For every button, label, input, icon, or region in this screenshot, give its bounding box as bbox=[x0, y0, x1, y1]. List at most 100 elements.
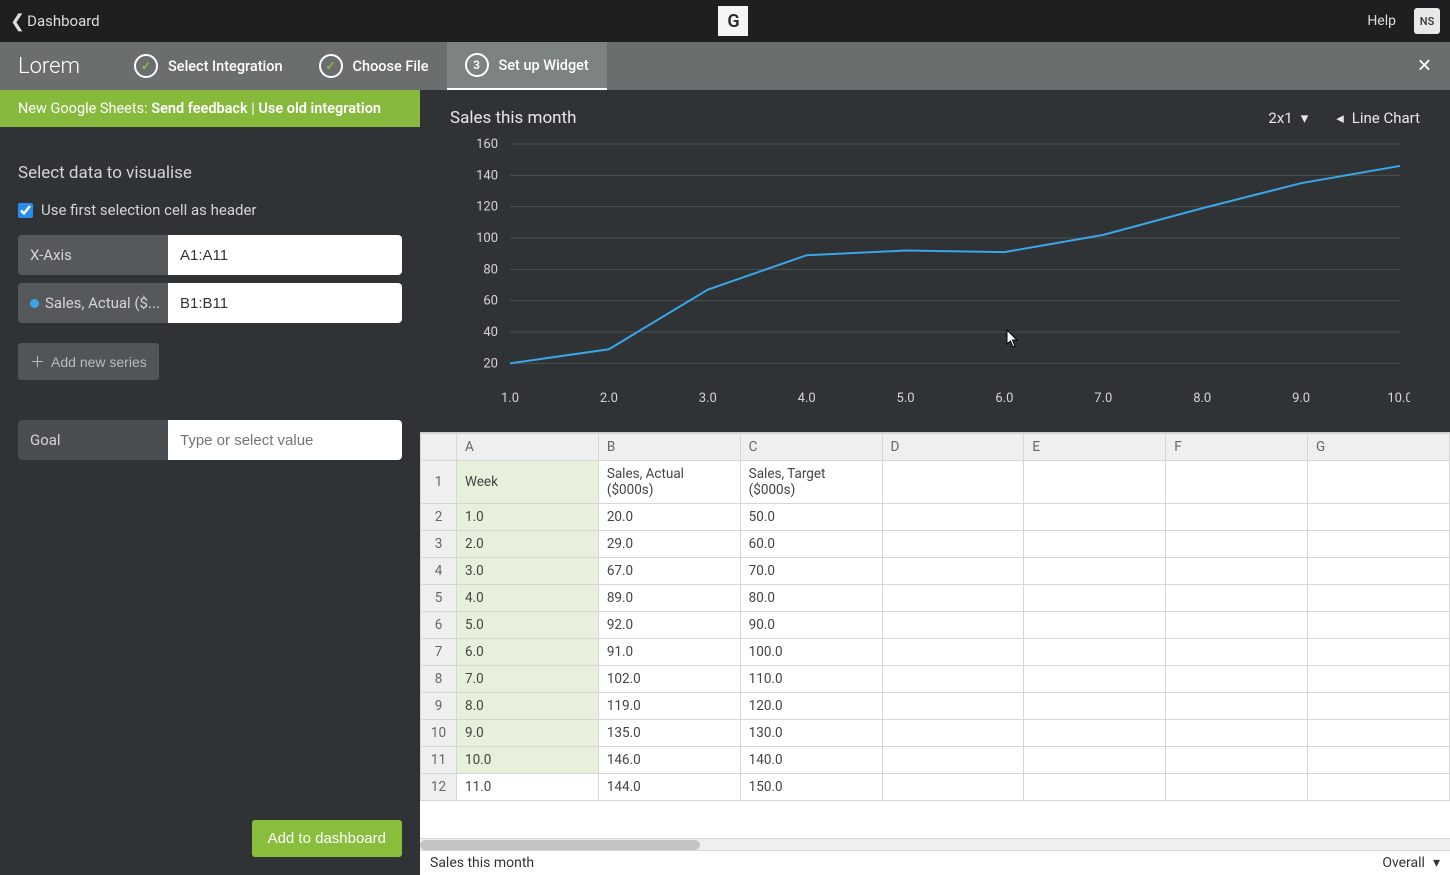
row-header[interactable]: 8 bbox=[421, 666, 457, 693]
row-header[interactable]: 3 bbox=[421, 531, 457, 558]
cell[interactable]: 67.0 bbox=[598, 558, 740, 585]
cell[interactable] bbox=[1308, 504, 1450, 531]
cell[interactable] bbox=[1166, 558, 1308, 585]
cell[interactable]: 10.0 bbox=[456, 747, 598, 774]
cell[interactable] bbox=[882, 693, 1024, 720]
add-series-button[interactable]: ＋ Add new series bbox=[18, 343, 159, 380]
cell[interactable]: 92.0 bbox=[598, 612, 740, 639]
cell[interactable] bbox=[882, 747, 1024, 774]
cell[interactable] bbox=[882, 612, 1024, 639]
cell[interactable] bbox=[1024, 585, 1166, 612]
cell[interactable] bbox=[882, 666, 1024, 693]
widget-size-selector[interactable]: 2x1 ▾ bbox=[1268, 109, 1308, 127]
cell[interactable] bbox=[1024, 504, 1166, 531]
cell[interactable] bbox=[1308, 461, 1450, 504]
column-header[interactable]: D bbox=[882, 434, 1024, 461]
cell[interactable] bbox=[1166, 774, 1308, 801]
cell[interactable] bbox=[1308, 774, 1450, 801]
cell[interactable]: 20.0 bbox=[598, 504, 740, 531]
header-checkbox-row[interactable]: Use first selection cell as header bbox=[18, 201, 402, 219]
wizard-step-1[interactable]: ✓ Select Integration bbox=[116, 42, 301, 90]
cell[interactable] bbox=[1166, 531, 1308, 558]
cell[interactable]: 60.0 bbox=[740, 531, 882, 558]
cell[interactable] bbox=[1024, 747, 1166, 774]
cell[interactable] bbox=[882, 639, 1024, 666]
scrollbar-thumb[interactable] bbox=[420, 840, 700, 850]
cell[interactable]: 100.0 bbox=[740, 639, 882, 666]
row-header[interactable]: 5 bbox=[421, 585, 457, 612]
cell[interactable] bbox=[1166, 639, 1308, 666]
column-header[interactable]: E bbox=[1024, 434, 1166, 461]
corner-cell[interactable] bbox=[421, 434, 457, 461]
horizontal-scrollbar[interactable] bbox=[420, 838, 1450, 850]
sheet-overall-dropdown[interactable]: Overall ▾ bbox=[1382, 855, 1440, 871]
cell[interactable]: 120.0 bbox=[740, 693, 882, 720]
column-header[interactable]: F bbox=[1166, 434, 1308, 461]
cell[interactable] bbox=[1166, 461, 1308, 504]
cell[interactable]: 150.0 bbox=[740, 774, 882, 801]
cell[interactable]: 119.0 bbox=[598, 693, 740, 720]
cell[interactable] bbox=[882, 585, 1024, 612]
wizard-step-3[interactable]: 3 Set up Widget bbox=[447, 42, 607, 90]
spreadsheet-table[interactable]: ABCDEFG 1WeekSales, Actual ($000s)Sales, … bbox=[420, 433, 1450, 801]
app-logo[interactable]: G bbox=[718, 6, 748, 36]
cell[interactable] bbox=[882, 720, 1024, 747]
cell[interactable] bbox=[1024, 461, 1166, 504]
cell[interactable]: 91.0 bbox=[598, 639, 740, 666]
cell[interactable] bbox=[1024, 558, 1166, 585]
cell[interactable] bbox=[1308, 720, 1450, 747]
back-to-dashboard[interactable]: ❮ Dashboard bbox=[10, 11, 100, 32]
help-link[interactable]: Help bbox=[1367, 13, 1396, 29]
cell[interactable]: 89.0 bbox=[598, 585, 740, 612]
cell[interactable] bbox=[1166, 504, 1308, 531]
xaxis-input[interactable] bbox=[168, 235, 402, 275]
cell[interactable]: 11.0 bbox=[456, 774, 598, 801]
cell[interactable]: 90.0 bbox=[740, 612, 882, 639]
cell[interactable]: 2.0 bbox=[456, 531, 598, 558]
cell[interactable] bbox=[882, 531, 1024, 558]
cell[interactable] bbox=[1166, 747, 1308, 774]
cell[interactable] bbox=[1024, 531, 1166, 558]
cell[interactable] bbox=[882, 461, 1024, 504]
cell[interactable]: 146.0 bbox=[598, 747, 740, 774]
row-header[interactable]: 9 bbox=[421, 693, 457, 720]
cell[interactable]: 110.0 bbox=[740, 666, 882, 693]
cell[interactable] bbox=[1308, 612, 1450, 639]
row-header[interactable]: 1 bbox=[421, 461, 457, 504]
column-header[interactable]: G bbox=[1308, 434, 1450, 461]
cell[interactable]: 102.0 bbox=[598, 666, 740, 693]
add-to-dashboard-button[interactable]: Add to dashboard bbox=[252, 820, 402, 857]
row-header[interactable]: 12 bbox=[421, 774, 457, 801]
cell[interactable]: 7.0 bbox=[456, 666, 598, 693]
header-checkbox[interactable] bbox=[18, 203, 33, 218]
cell[interactable]: 9.0 bbox=[456, 720, 598, 747]
row-header[interactable]: 10 bbox=[421, 720, 457, 747]
row-header[interactable]: 7 bbox=[421, 639, 457, 666]
cell[interactable] bbox=[1166, 612, 1308, 639]
user-avatar[interactable]: NS bbox=[1414, 8, 1440, 34]
cell[interactable] bbox=[882, 504, 1024, 531]
banner-feedback-link[interactable]: Send feedback bbox=[151, 100, 247, 117]
cell[interactable]: 144.0 bbox=[598, 774, 740, 801]
cell[interactable] bbox=[1024, 693, 1166, 720]
column-header[interactable]: C bbox=[740, 434, 882, 461]
cell[interactable]: 130.0 bbox=[740, 720, 882, 747]
cell[interactable]: Sales, Actual ($000s) bbox=[598, 461, 740, 504]
column-header[interactable]: B bbox=[598, 434, 740, 461]
cell[interactable]: Week bbox=[456, 461, 598, 504]
goal-input[interactable] bbox=[168, 420, 402, 460]
row-header[interactable]: 4 bbox=[421, 558, 457, 585]
cell[interactable] bbox=[1308, 531, 1450, 558]
sheet-tab[interactable]: Sales this month bbox=[430, 855, 534, 871]
cell[interactable] bbox=[1166, 585, 1308, 612]
cell[interactable]: Sales, Target ($000s) bbox=[740, 461, 882, 504]
chart-type-selector[interactable]: ◂ Line Chart bbox=[1336, 109, 1420, 127]
close-icon[interactable]: ✕ bbox=[1417, 56, 1432, 77]
row-header[interactable]: 2 bbox=[421, 504, 457, 531]
cell[interactable]: 29.0 bbox=[598, 531, 740, 558]
cell[interactable] bbox=[882, 558, 1024, 585]
cell[interactable]: 3.0 bbox=[456, 558, 598, 585]
column-header[interactable]: A bbox=[456, 434, 598, 461]
banner-oldintegration-link[interactable]: Use old integration bbox=[258, 100, 381, 117]
cell[interactable]: 6.0 bbox=[456, 639, 598, 666]
